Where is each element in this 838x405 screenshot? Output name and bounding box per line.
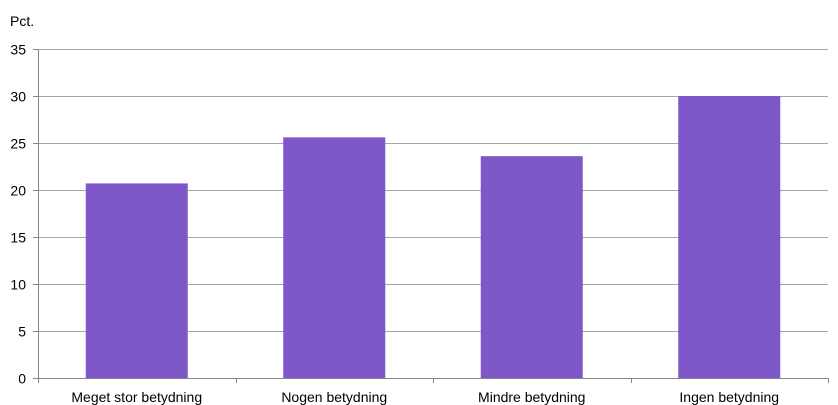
bar [85, 183, 188, 378]
x-tick-label: Mindre betydning [478, 389, 585, 405]
bars [85, 96, 781, 378]
y-tick-label: 25 [10, 136, 26, 152]
y-tick-label: 0 [18, 371, 26, 387]
x-tick-label: Meget stor betydning [71, 389, 202, 405]
x-tick-labels: Meget stor betydning Nogen betydning Mindr… [71, 389, 779, 405]
bar [480, 156, 583, 378]
x-tick-label: Nogen betydning [281, 389, 387, 405]
y-tick-labels: 0 5 10 15 20 25 30 35 [10, 42, 26, 387]
bar [678, 96, 781, 378]
axes [33, 49, 829, 383]
y-unit-label: Pct. [10, 13, 34, 29]
x-tick-label: Ingen betydning [679, 389, 779, 405]
y-tick-label: 35 [10, 42, 26, 58]
bar [283, 137, 386, 378]
y-tick-label: 10 [10, 277, 26, 293]
y-tick-label: 20 [10, 183, 26, 199]
y-tick-label: 15 [10, 230, 26, 246]
y-tick-label: 5 [18, 324, 26, 340]
y-tick-label: 30 [10, 89, 26, 105]
